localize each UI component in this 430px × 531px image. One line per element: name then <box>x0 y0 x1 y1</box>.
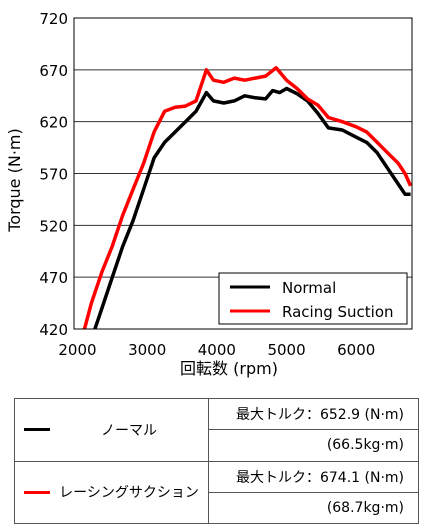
series-line-normal <box>92 86 411 329</box>
y-tick-520: 520 <box>39 217 68 235</box>
chart-legend: Normal Racing Suction <box>218 272 408 325</box>
normal-line-swatch <box>24 428 50 432</box>
table-row-racing-2: (68.7kg·m) <box>15 491 419 525</box>
y-tick-620: 620 <box>39 114 68 132</box>
chart-series-lines <box>82 66 412 329</box>
max-torque-nm-racing-suction: 最大トルク：674.1 (N·m) <box>208 460 419 493</box>
row-name-normal: ノーマル <box>101 422 157 439</box>
legend-label-normal: Normal <box>282 279 336 297</box>
row-name-cell: ノーマル <box>14 398 209 462</box>
x-tick-3000: 3000 <box>128 341 166 359</box>
x-axis-label: 回転数 (rpm) <box>180 359 278 378</box>
y-tick-670: 670 <box>39 62 68 80</box>
y-tick-labels: 420 470 520 570 620 670 720 <box>39 10 68 339</box>
y-tick-570: 570 <box>39 166 68 184</box>
x-tick-6000: 6000 <box>337 341 375 359</box>
row-name-cell: レーシングサクション <box>14 460 209 524</box>
y-tick-420: 420 <box>39 321 68 339</box>
y-tick-720: 720 <box>39 10 68 28</box>
max-torque-nm-normal: 最大トルク：652.9 (N·m) <box>208 397 419 431</box>
x-tick-2000: 2000 <box>58 341 96 359</box>
x-tick-4000: 4000 <box>198 341 236 359</box>
table-row-normal-1: ノーマル 最大トルク：652.9 (N·m) <box>14 397 419 462</box>
x-tick-labels: 2000 3000 4000 5000 6000 <box>58 341 375 359</box>
torque-summary-table: ノーマル 最大トルク：652.9 (N·m) (66.5kg·m) レーシングサ… <box>14 397 419 525</box>
max-torque-kgm-racing-suction: (68.7kg·m) <box>208 491 419 525</box>
plot-frame <box>73 17 413 330</box>
table-row-racing-1: レーシングサクション 最大トルク：674.1 (N·m) <box>14 460 419 524</box>
row-name-racing-suction: レーシングサクション <box>59 485 199 502</box>
racing-suction-line-swatch <box>24 490 50 494</box>
y-axis-label: Torque (N·m) <box>5 128 24 233</box>
y-tick-470: 470 <box>39 269 68 287</box>
max-torque-kgm-normal: (66.5kg·m) <box>208 429 419 462</box>
legend-box <box>218 272 408 325</box>
legend-label-racing-suction: Racing Suction <box>282 303 394 321</box>
x-tick-5000: 5000 <box>267 341 305 359</box>
torque-chart: 420 470 520 570 620 670 720 2000 3000 4000 5000 60… <box>5 10 413 378</box>
series-line-racing-suction <box>82 66 412 329</box>
